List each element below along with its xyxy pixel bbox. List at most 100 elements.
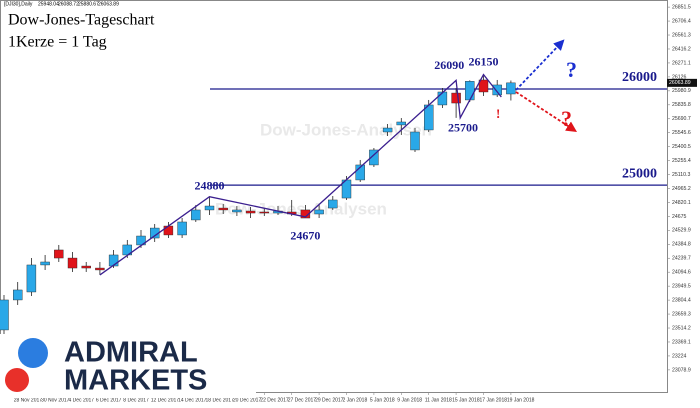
x-tick-label: 28 Nov 2017 bbox=[14, 397, 43, 403]
x-tick-label: 27 Dec 2017 bbox=[288, 397, 317, 403]
candle-body bbox=[300, 209, 311, 219]
candle-body bbox=[218, 207, 228, 211]
scenario-arrow bbox=[515, 91, 578, 132]
y-tick-label: 24675 bbox=[672, 214, 687, 220]
y-tick-label: 25400.5 bbox=[672, 144, 691, 150]
candle-body bbox=[410, 131, 420, 151]
price-label: 24670 bbox=[290, 229, 320, 243]
y-tick-label: 26416.2 bbox=[672, 46, 691, 52]
y-tick-label: 24094.6 bbox=[672, 270, 691, 276]
plot-area: 26851.5 26706.4 26561.3 26416.2 26271.1 26126… bbox=[0, 5, 697, 403]
candle-body bbox=[204, 205, 215, 211]
candle-body bbox=[369, 149, 379, 166]
price-marker-label: 26063.89 bbox=[669, 80, 691, 86]
y-tick-label: 25545.6 bbox=[672, 130, 691, 136]
candle-body bbox=[232, 209, 242, 213]
candle-body bbox=[328, 199, 338, 209]
y-tick-label: 25980.9 bbox=[672, 88, 691, 94]
candle-body bbox=[81, 265, 91, 269]
y-tick-label: 23369.1 bbox=[672, 339, 691, 345]
x-tick-label: 20 Dec 2017 bbox=[233, 397, 262, 403]
header-close: 26063.89 bbox=[98, 1, 119, 7]
y-tick-label: 24529.9 bbox=[672, 228, 691, 234]
price-label: 24880 bbox=[195, 178, 225, 192]
y-tick-label: 24820.1 bbox=[672, 200, 691, 206]
y-tick-label: 26706.4 bbox=[672, 18, 691, 24]
y-tick-label: 24239.7 bbox=[672, 256, 691, 262]
x-tick-label: 15 Jan 2018 bbox=[452, 397, 480, 403]
trend-line bbox=[99, 73, 502, 276]
y-tick-label: 26851.5 bbox=[672, 5, 691, 11]
x-tick-label: 4 Dec 2017 bbox=[69, 397, 95, 403]
y-tick-label: 25690.7 bbox=[672, 116, 691, 122]
y-tick-label: 24965.2 bbox=[672, 186, 691, 192]
y-tick-label: 23224 bbox=[672, 353, 687, 359]
candle-body bbox=[0, 299, 9, 331]
x-tick-label: 12 Dec 2017 bbox=[151, 397, 180, 403]
price-label: 26090 bbox=[434, 58, 464, 72]
brand-line: MARKETS bbox=[64, 365, 207, 397]
logo: ADMIRAL MARKETS bbox=[0, 334, 256, 398]
candle-body bbox=[245, 210, 256, 214]
y-tick-label: 26271.1 bbox=[672, 60, 691, 66]
y-tick-label: 25835.8 bbox=[672, 102, 691, 108]
y-tick-label: 25110.3 bbox=[672, 172, 690, 178]
x-tick-label: 18 Dec 2017 bbox=[206, 397, 235, 403]
candle-body bbox=[451, 92, 461, 104]
candle-body bbox=[26, 264, 37, 293]
candle-body bbox=[54, 249, 64, 259]
y-tick-label: 26126 bbox=[672, 74, 687, 80]
candle-body bbox=[259, 211, 269, 214]
plot-frame bbox=[0, 0, 668, 393]
candle-body bbox=[67, 257, 78, 269]
level-label: 26000 bbox=[622, 70, 657, 85]
candle-body bbox=[478, 79, 489, 93]
candle-body bbox=[191, 209, 201, 221]
x-tick-label: 6 Dec 2017 bbox=[96, 397, 122, 403]
y-tick-label: 23804.4 bbox=[672, 297, 691, 303]
y-tick-label: 23078.9 bbox=[672, 367, 691, 373]
header-low: 25880.67 bbox=[78, 1, 99, 7]
x-tick-label: 17 Jan 2018 bbox=[480, 397, 508, 403]
scenario-mark: ? bbox=[566, 57, 577, 82]
chart-title: Dow-Jones-Tageschart bbox=[8, 12, 155, 29]
x-tick-label: 22 Dec 2017 bbox=[260, 397, 289, 403]
candle-body bbox=[355, 164, 365, 181]
watermark: Dow-Jones-Analysen bbox=[260, 120, 432, 139]
candle-body bbox=[163, 225, 174, 236]
price-marker bbox=[667, 78, 697, 87]
x-tick-label: 30 Nov 2017 bbox=[41, 397, 70, 403]
y-tick-label: 23659.3 bbox=[672, 311, 691, 317]
candle-body bbox=[465, 81, 475, 101]
candle-body bbox=[437, 91, 448, 106]
scenario-mark: ? bbox=[561, 106, 572, 131]
logo-circle bbox=[18, 338, 48, 368]
y-tick-label: 24384.8 bbox=[672, 242, 691, 248]
header-high: 26088.72 bbox=[58, 1, 79, 7]
price-label: 26150 bbox=[469, 54, 499, 68]
y-tick-label: 26561.3 bbox=[672, 32, 691, 38]
x-tick-label: 14 Dec 2017 bbox=[178, 397, 207, 403]
candle-body bbox=[382, 127, 393, 133]
header-open: 25948.04 bbox=[38, 1, 59, 7]
y-tick-label: 23514.2 bbox=[672, 325, 691, 331]
candle-body bbox=[492, 84, 502, 96]
x-tick-label: 9 Jan 2018 bbox=[397, 397, 422, 403]
candle-body bbox=[314, 209, 324, 215]
candle-body bbox=[108, 254, 119, 267]
x-tick-label: 19 Jan 2018 bbox=[507, 397, 535, 403]
x-tick-label: 2 Jan 2018 bbox=[343, 397, 368, 403]
scenario-mark: ! bbox=[496, 106, 500, 121]
candle-body bbox=[40, 261, 50, 266]
x-tick-label: 8 Dec 2017 bbox=[123, 397, 149, 403]
watermark: Dow-Jones-Analysen bbox=[215, 199, 387, 218]
symbol: [DJI30],Daily bbox=[4, 1, 33, 7]
candle-body bbox=[506, 82, 516, 95]
y-tick-label: 23949.5 bbox=[672, 284, 691, 290]
price-label: 25700 bbox=[448, 121, 478, 135]
candle-body bbox=[177, 221, 187, 236]
candle-body bbox=[396, 121, 406, 126]
y-tick-label: 25255.4 bbox=[672, 158, 691, 164]
chart-subtitle: 1Kerze = 1 Tag bbox=[8, 34, 107, 51]
